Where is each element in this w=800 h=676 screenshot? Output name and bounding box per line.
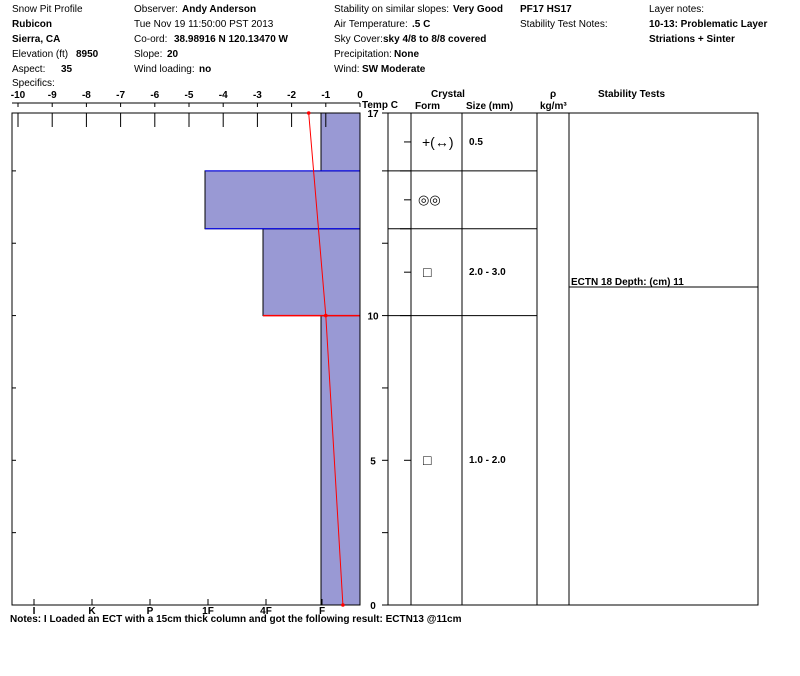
temp-tick-label: -9 [48,90,57,101]
plot-frame [11,112,361,606]
layer-1-form-icon: +(↔) [422,134,454,150]
temperature-point [324,313,328,318]
height-tick-label: 0 [370,601,376,612]
temp-tick-label: 0 [357,90,363,101]
temp-header: Temp C [362,100,398,111]
elevation-value: 8950 [76,49,99,60]
stability-test-result: ECTN 18 Depth: (cm) 11 [571,277,684,288]
aspect-value: 35 [61,64,73,75]
hardness-tick-label: 4F [260,606,272,617]
temp-tick-label: -3 [253,90,262,101]
height-tick-label: 17 [367,109,379,120]
temp-tick-label: -7 [116,90,125,101]
temperature-point [341,603,345,607]
stability-value: Very Good [453,4,504,15]
height-tick-label: 10 [367,312,379,323]
hardness-tick-label: F [319,606,325,617]
sky-label: Sky Cover: [334,34,383,45]
height-tick-label: 5 [370,456,376,467]
table-frame [387,112,759,606]
pit-title: Snow Pit Profile [12,4,83,15]
location: Rubicon [12,19,52,30]
hardness-layer-4 [320,112,361,172]
layer-note-1: 10-13: Problematic Layer [649,19,768,30]
form-header: Form [415,101,440,112]
hardness-tick-label: P [147,606,154,617]
stability-tests-header: Stability Tests [598,89,666,100]
air-temp-value: .5 C [412,19,431,30]
layer-4-size: 1.0 - 2.0 [469,455,506,466]
observer-label: Observer: [134,4,178,15]
notes: Notes: I Loaded an ECT with a 15cm thick… [10,614,462,625]
wind-label: Wind: [334,64,360,75]
wind-loading-label: Wind loading: [134,64,195,75]
aspect-label: Aspect: [12,64,46,75]
temp-tick-label: -1 [321,90,330,101]
layer-3-size: 2.0 - 3.0 [469,267,506,278]
slope-value: 20 [167,49,179,60]
temp-tick-label: -5 [185,90,194,101]
temp-tick-label: -2 [287,90,296,101]
layer-2-form-icon: ◎◎ [418,192,441,207]
layer-notes-label: Layer notes: [649,4,705,15]
region: Sierra, CA [12,34,61,45]
observer-value: Andy Anderson [182,4,257,15]
sky-value: sky 4/8 to 8/8 covered [383,34,487,45]
layer-3-form-icon: □ [423,264,432,280]
layer-4-form-icon: □ [423,452,432,468]
stability-label: Stability on similar slopes: [334,4,450,15]
pf-hs: PF17 HS17 [520,4,572,15]
temp-tick-label: -6 [150,90,159,101]
wind-loading-value: no [199,64,212,75]
coord-value: 38.98916 N 120.13470 W [174,34,288,45]
layer-note-2: Striations + Sinter [649,34,735,45]
coord-label: Co-ord: [134,34,168,45]
elevation-label: Elevation (ft) [12,49,69,60]
datetime: Tue Nov 19 11:50:00 PST 2013 [134,19,274,30]
air-temp-label: Air Temperature: [334,19,408,30]
hardness-layer-3 [204,170,361,230]
temp-tick-label: -8 [82,90,91,101]
hardness-tick-label: I [33,606,36,617]
temp-tick-label: -4 [219,90,228,101]
wind-value: SW Moderate [362,64,426,75]
size-header: Size (mm) [466,101,514,112]
precip-label: Precipitation: [334,49,392,60]
rho-header: ρ [550,89,557,100]
crystal-header: Crystal [431,89,465,100]
stability-test-notes-label: Stability Test Notes: [520,19,608,30]
rho-unit-header: kg/m³ [540,101,567,112]
specifics-label: Specifics: [12,78,55,89]
hardness-tick-label: K [88,606,96,617]
temperature-point [306,111,311,115]
hardness-layer-2 [262,228,361,317]
layer-1-size: 0.5 [469,137,483,148]
precip-value: None [394,49,419,60]
hardness-tick-label: 1F [202,606,214,617]
temp-tick-label: -10 [11,90,26,101]
slope-label: Slope: [134,49,163,60]
